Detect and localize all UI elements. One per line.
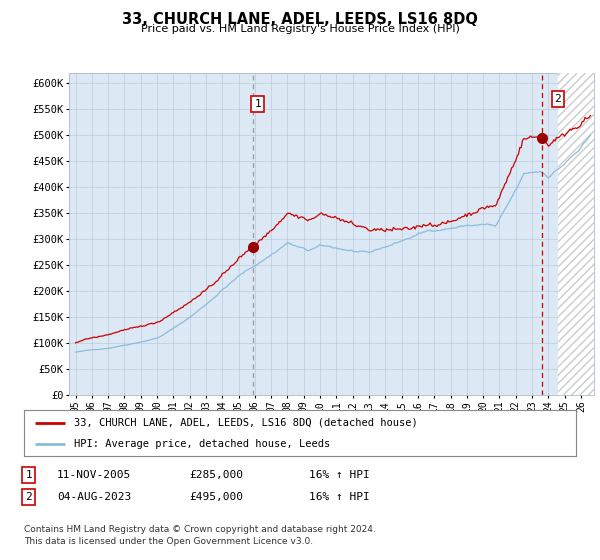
Text: 2: 2 <box>25 492 32 502</box>
Text: Price paid vs. HM Land Registry's House Price Index (HPI): Price paid vs. HM Land Registry's House … <box>140 24 460 34</box>
Text: 11-NOV-2005: 11-NOV-2005 <box>57 470 131 480</box>
Text: 1: 1 <box>25 470 32 480</box>
Text: £285,000: £285,000 <box>189 470 243 480</box>
Text: 33, CHURCH LANE, ADEL, LEEDS, LS16 8DQ (detached house): 33, CHURCH LANE, ADEL, LEEDS, LS16 8DQ (… <box>74 418 418 428</box>
Text: 1: 1 <box>254 99 261 109</box>
Bar <box>558 73 594 395</box>
Text: 04-AUG-2023: 04-AUG-2023 <box>57 492 131 502</box>
Text: £495,000: £495,000 <box>189 492 243 502</box>
Text: 2: 2 <box>554 94 562 104</box>
Text: 16% ↑ HPI: 16% ↑ HPI <box>309 470 370 480</box>
Text: HPI: Average price, detached house, Leeds: HPI: Average price, detached house, Leed… <box>74 439 330 449</box>
Text: Contains HM Land Registry data © Crown copyright and database right 2024.
This d: Contains HM Land Registry data © Crown c… <box>24 525 376 546</box>
Text: 16% ↑ HPI: 16% ↑ HPI <box>309 492 370 502</box>
Text: 33, CHURCH LANE, ADEL, LEEDS, LS16 8DQ: 33, CHURCH LANE, ADEL, LEEDS, LS16 8DQ <box>122 12 478 27</box>
